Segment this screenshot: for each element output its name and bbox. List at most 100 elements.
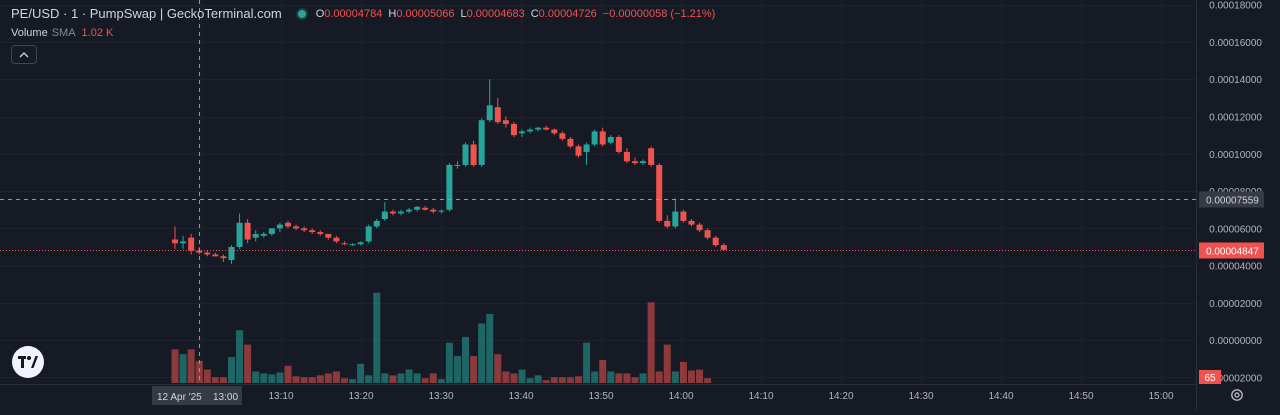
time-tick-label: 14:50 — [1068, 391, 1093, 402]
candle-body — [688, 220, 695, 225]
volume-bar — [179, 354, 187, 383]
candle-body — [680, 211, 687, 221]
volume-bar — [357, 363, 365, 383]
tradingview-logo-icon — [18, 356, 38, 368]
candle-body — [268, 228, 275, 234]
candle-body — [446, 164, 453, 210]
volume-bar — [413, 373, 421, 383]
tradingview-logo[interactable] — [12, 346, 44, 378]
crosshair-time-label: 13:00 — [213, 392, 238, 403]
volume-legend[interactable]: Volume SMA 1.02 K — [11, 27, 113, 39]
volume-bar — [655, 371, 663, 383]
close-value: 0.00004726 — [538, 7, 597, 20]
candle-body — [623, 151, 630, 162]
candle-body — [583, 144, 590, 152]
symbol-title[interactable]: PE/USD · 1 · PumpSwap | GeckoTerminal.co… — [11, 6, 282, 21]
open-value: 0.00004784 — [324, 7, 383, 20]
collapse-legend-button[interactable] — [11, 45, 37, 64]
candle-body — [389, 211, 396, 214]
volume-bar — [583, 342, 591, 383]
volume-bar — [405, 369, 413, 383]
volume-bar — [236, 330, 244, 383]
volume-bar — [542, 380, 550, 383]
candle-body — [575, 146, 582, 156]
volume-bar — [365, 375, 373, 383]
candle-body — [559, 133, 566, 139]
candle-body — [696, 224, 703, 231]
price-tick-label: 0.00006000 — [1209, 224, 1262, 235]
last-price-label: 0.00004847 — [1206, 247, 1259, 258]
volume-indicator: SMA — [51, 27, 76, 39]
volume-bar — [381, 373, 389, 383]
volume-bar — [437, 379, 445, 383]
volume-bar — [687, 370, 695, 383]
candle-body — [293, 226, 300, 229]
volume-bar — [599, 359, 607, 383]
candle-body — [720, 245, 727, 250]
candle-body — [599, 131, 606, 145]
volume-bar — [453, 356, 461, 383]
settings-button[interactable] — [1229, 387, 1245, 403]
volume-bar — [187, 349, 195, 383]
price-tick-label: 0.00002000 — [1209, 299, 1262, 310]
volume-bar — [663, 344, 671, 383]
volume-last-badge — [1199, 370, 1221, 384]
volume-bar — [591, 371, 599, 383]
candle-body — [535, 127, 542, 130]
candle-body — [357, 242, 364, 245]
volume-bar — [607, 371, 615, 383]
volume-bar — [260, 373, 268, 383]
volume-bar — [502, 371, 510, 383]
candle-body — [309, 230, 316, 233]
volume-bar — [566, 377, 574, 383]
price-tick-label: 0.00014000 — [1209, 75, 1262, 86]
volume-bar — [324, 373, 332, 383]
volume-bar — [470, 356, 478, 383]
candle-body — [180, 241, 187, 244]
volume-bar — [679, 361, 687, 383]
volume-bar — [211, 377, 219, 383]
price-tick-label: 0.00010000 — [1209, 150, 1262, 161]
candle-body — [172, 239, 178, 244]
candle-body — [607, 137, 614, 143]
candle-body — [188, 237, 195, 251]
time-tick-label: 14:40 — [988, 391, 1013, 402]
time-tick-label: 13:10 — [268, 391, 293, 402]
candle-body — [236, 222, 243, 247]
volume-bar — [227, 357, 235, 383]
candle-body — [317, 232, 324, 234]
volume-bar — [615, 373, 623, 383]
volume-bar — [389, 375, 397, 383]
candle-body — [260, 233, 267, 236]
crosshair-time-badge — [152, 386, 242, 405]
volume-bar — [284, 365, 292, 383]
volume-bar — [268, 374, 276, 383]
volume-bar — [631, 377, 639, 383]
crosshair-price-badge — [1199, 191, 1264, 208]
candle-body — [519, 131, 526, 134]
crosshair-price-label: 0.00007559 — [1206, 196, 1259, 207]
volume-bar — [171, 349, 179, 383]
volume-label: Volume — [11, 27, 48, 39]
time-tick-label: 13:40 — [508, 391, 533, 402]
candle-body — [502, 120, 509, 124]
volume-bar — [300, 377, 308, 383]
last-price-badge — [1199, 242, 1264, 259]
volume-bar — [397, 373, 405, 383]
candle-body — [244, 222, 251, 240]
candle-body — [527, 129, 534, 132]
price-tick-label: 0.00016000 — [1209, 38, 1262, 49]
candle-body — [397, 211, 404, 214]
volume-bar — [518, 369, 526, 383]
volume-bar — [429, 373, 437, 383]
volume-bar — [534, 375, 542, 383]
candle-body — [712, 237, 719, 246]
candle-body — [212, 254, 219, 257]
candle-body — [551, 129, 558, 134]
candle-body — [406, 209, 413, 212]
price-tick-label: 0.00012000 — [1209, 113, 1262, 124]
crosshair-date-label: 12 Apr '25 — [157, 392, 202, 403]
candle-body — [381, 211, 388, 220]
